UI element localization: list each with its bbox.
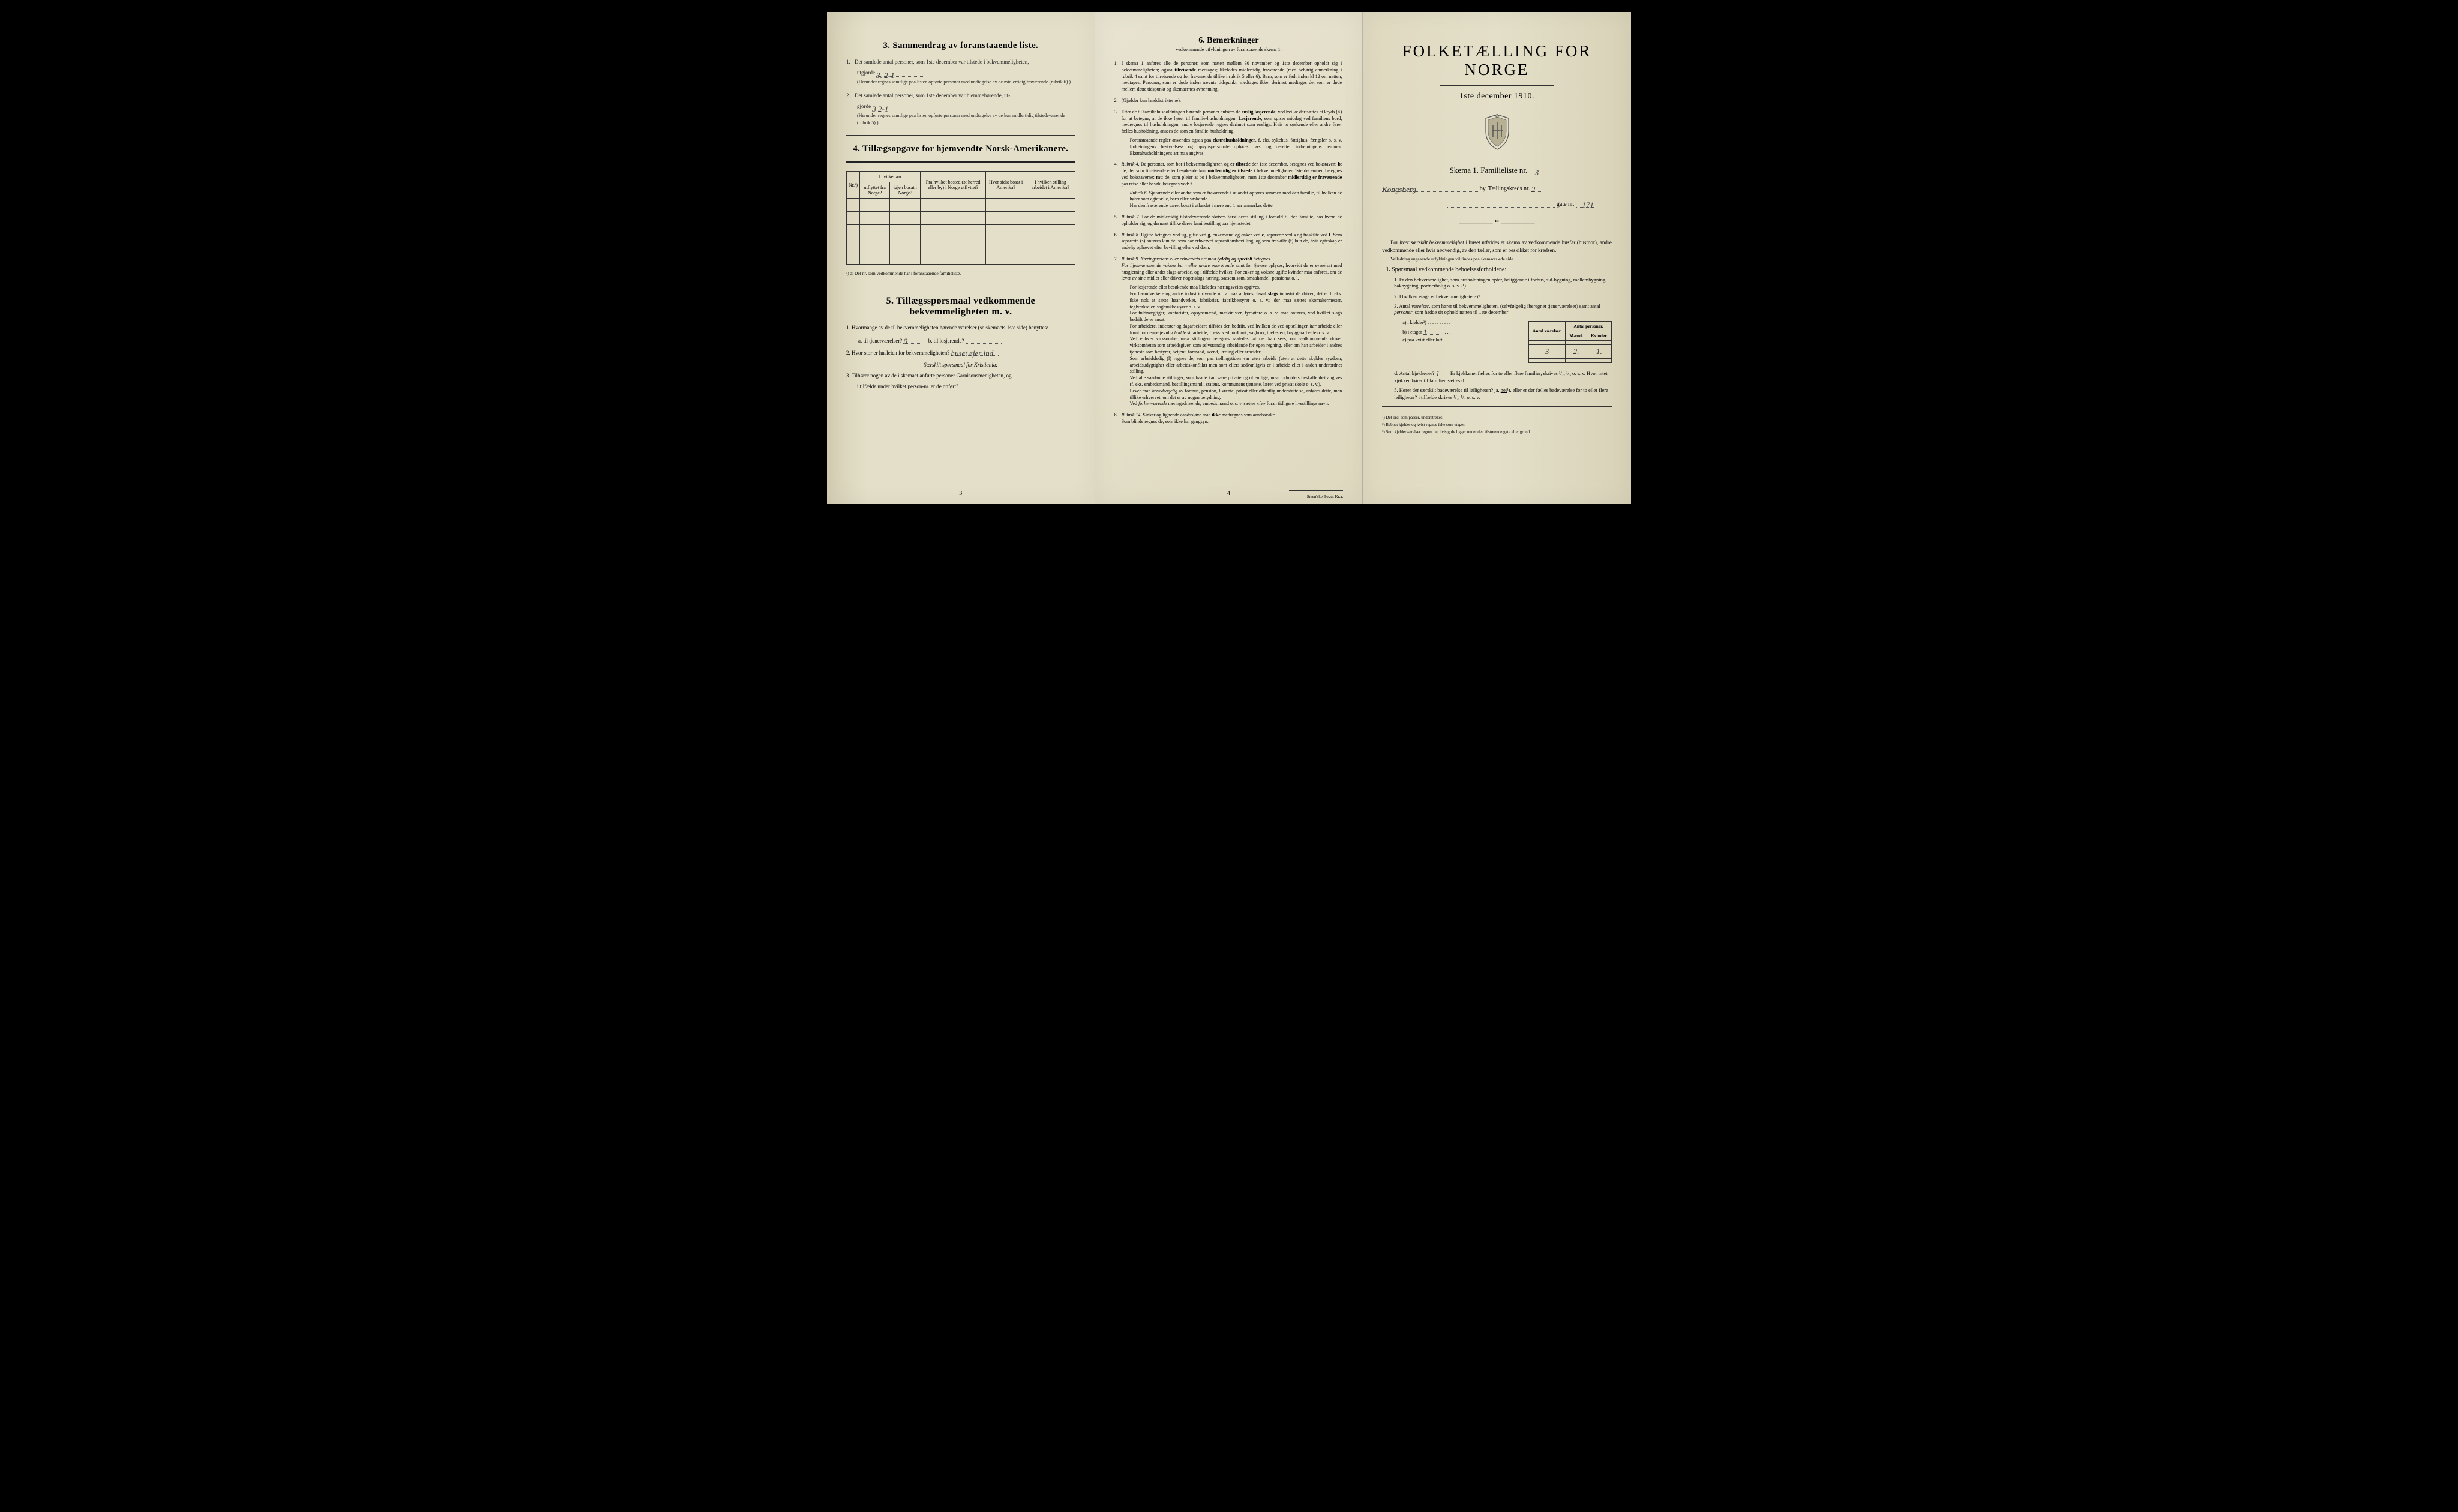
s3-item1: 1.Det samlede antal personer, som 1ste d… — [846, 58, 1075, 86]
right-footnotes: ¹) Det ord, som passer, understrekes. ²)… — [1382, 415, 1612, 435]
intro-text: For hver særskilt bekvemmelighet i huset… — [1382, 239, 1612, 254]
left-panel: 3. Sammendrag av foranstaaende liste. 1.… — [827, 12, 1095, 504]
coat-of-arms — [1382, 113, 1612, 155]
trifold-document: 3. Sammendrag av foranstaaende liste. 1.… — [827, 12, 1631, 504]
page-num-3: 3 — [959, 490, 962, 497]
right-panel: FOLKETÆLLING FOR NORGE 1ste december 191… — [1363, 12, 1631, 504]
middle-panel: 6. Bemerkninger vedkommende utfyldningen… — [1095, 12, 1363, 504]
page-num-4: 4 — [1227, 490, 1230, 497]
s3-item1-value: 3. 2-1 — [876, 70, 924, 77]
section5-title: 5. Tillægsspørsmaal vedkommende bekvemme… — [846, 296, 1075, 317]
census-date: 1ste december 1910. — [1382, 92, 1612, 101]
section3-title: 3. Sammendrag av foranstaaende liste. — [846, 41, 1075, 51]
rooms-table: Antal værelser. Antal personer. Mænd. Kv… — [1528, 321, 1612, 363]
printer-mark: Steen'ske Bogtr. Kr.a. — [1307, 494, 1344, 499]
section6-title: 6. Bemerkninger — [1114, 36, 1344, 46]
separator: ———— * ———— — [1382, 218, 1612, 228]
s3-item2: 2.Det samlede antal personer, som 1ste d… — [846, 92, 1075, 127]
s5-q1: 1. Hvormange av de til bekvemmeligheten … — [846, 325, 1075, 331]
section4-title: 4. Tillægsopgave for hjemvendte Norsk-Am… — [846, 144, 1075, 154]
s3-item2-value: 3 2-1 — [872, 103, 920, 110]
skema-line: Skema 1. Familieliste nr. 3 — [1382, 166, 1612, 175]
section4-table: Nr.¹) I hvilket aar Fra hvilket bosted (… — [846, 171, 1075, 265]
s4-footnote: ¹) ɔ: Det nr. som vedkommende har i fora… — [846, 271, 1075, 276]
section6-items: 1.I skema 1 anføres alle de personer, so… — [1114, 61, 1344, 425]
main-title: FOLKETÆLLING FOR NORGE — [1382, 42, 1612, 79]
